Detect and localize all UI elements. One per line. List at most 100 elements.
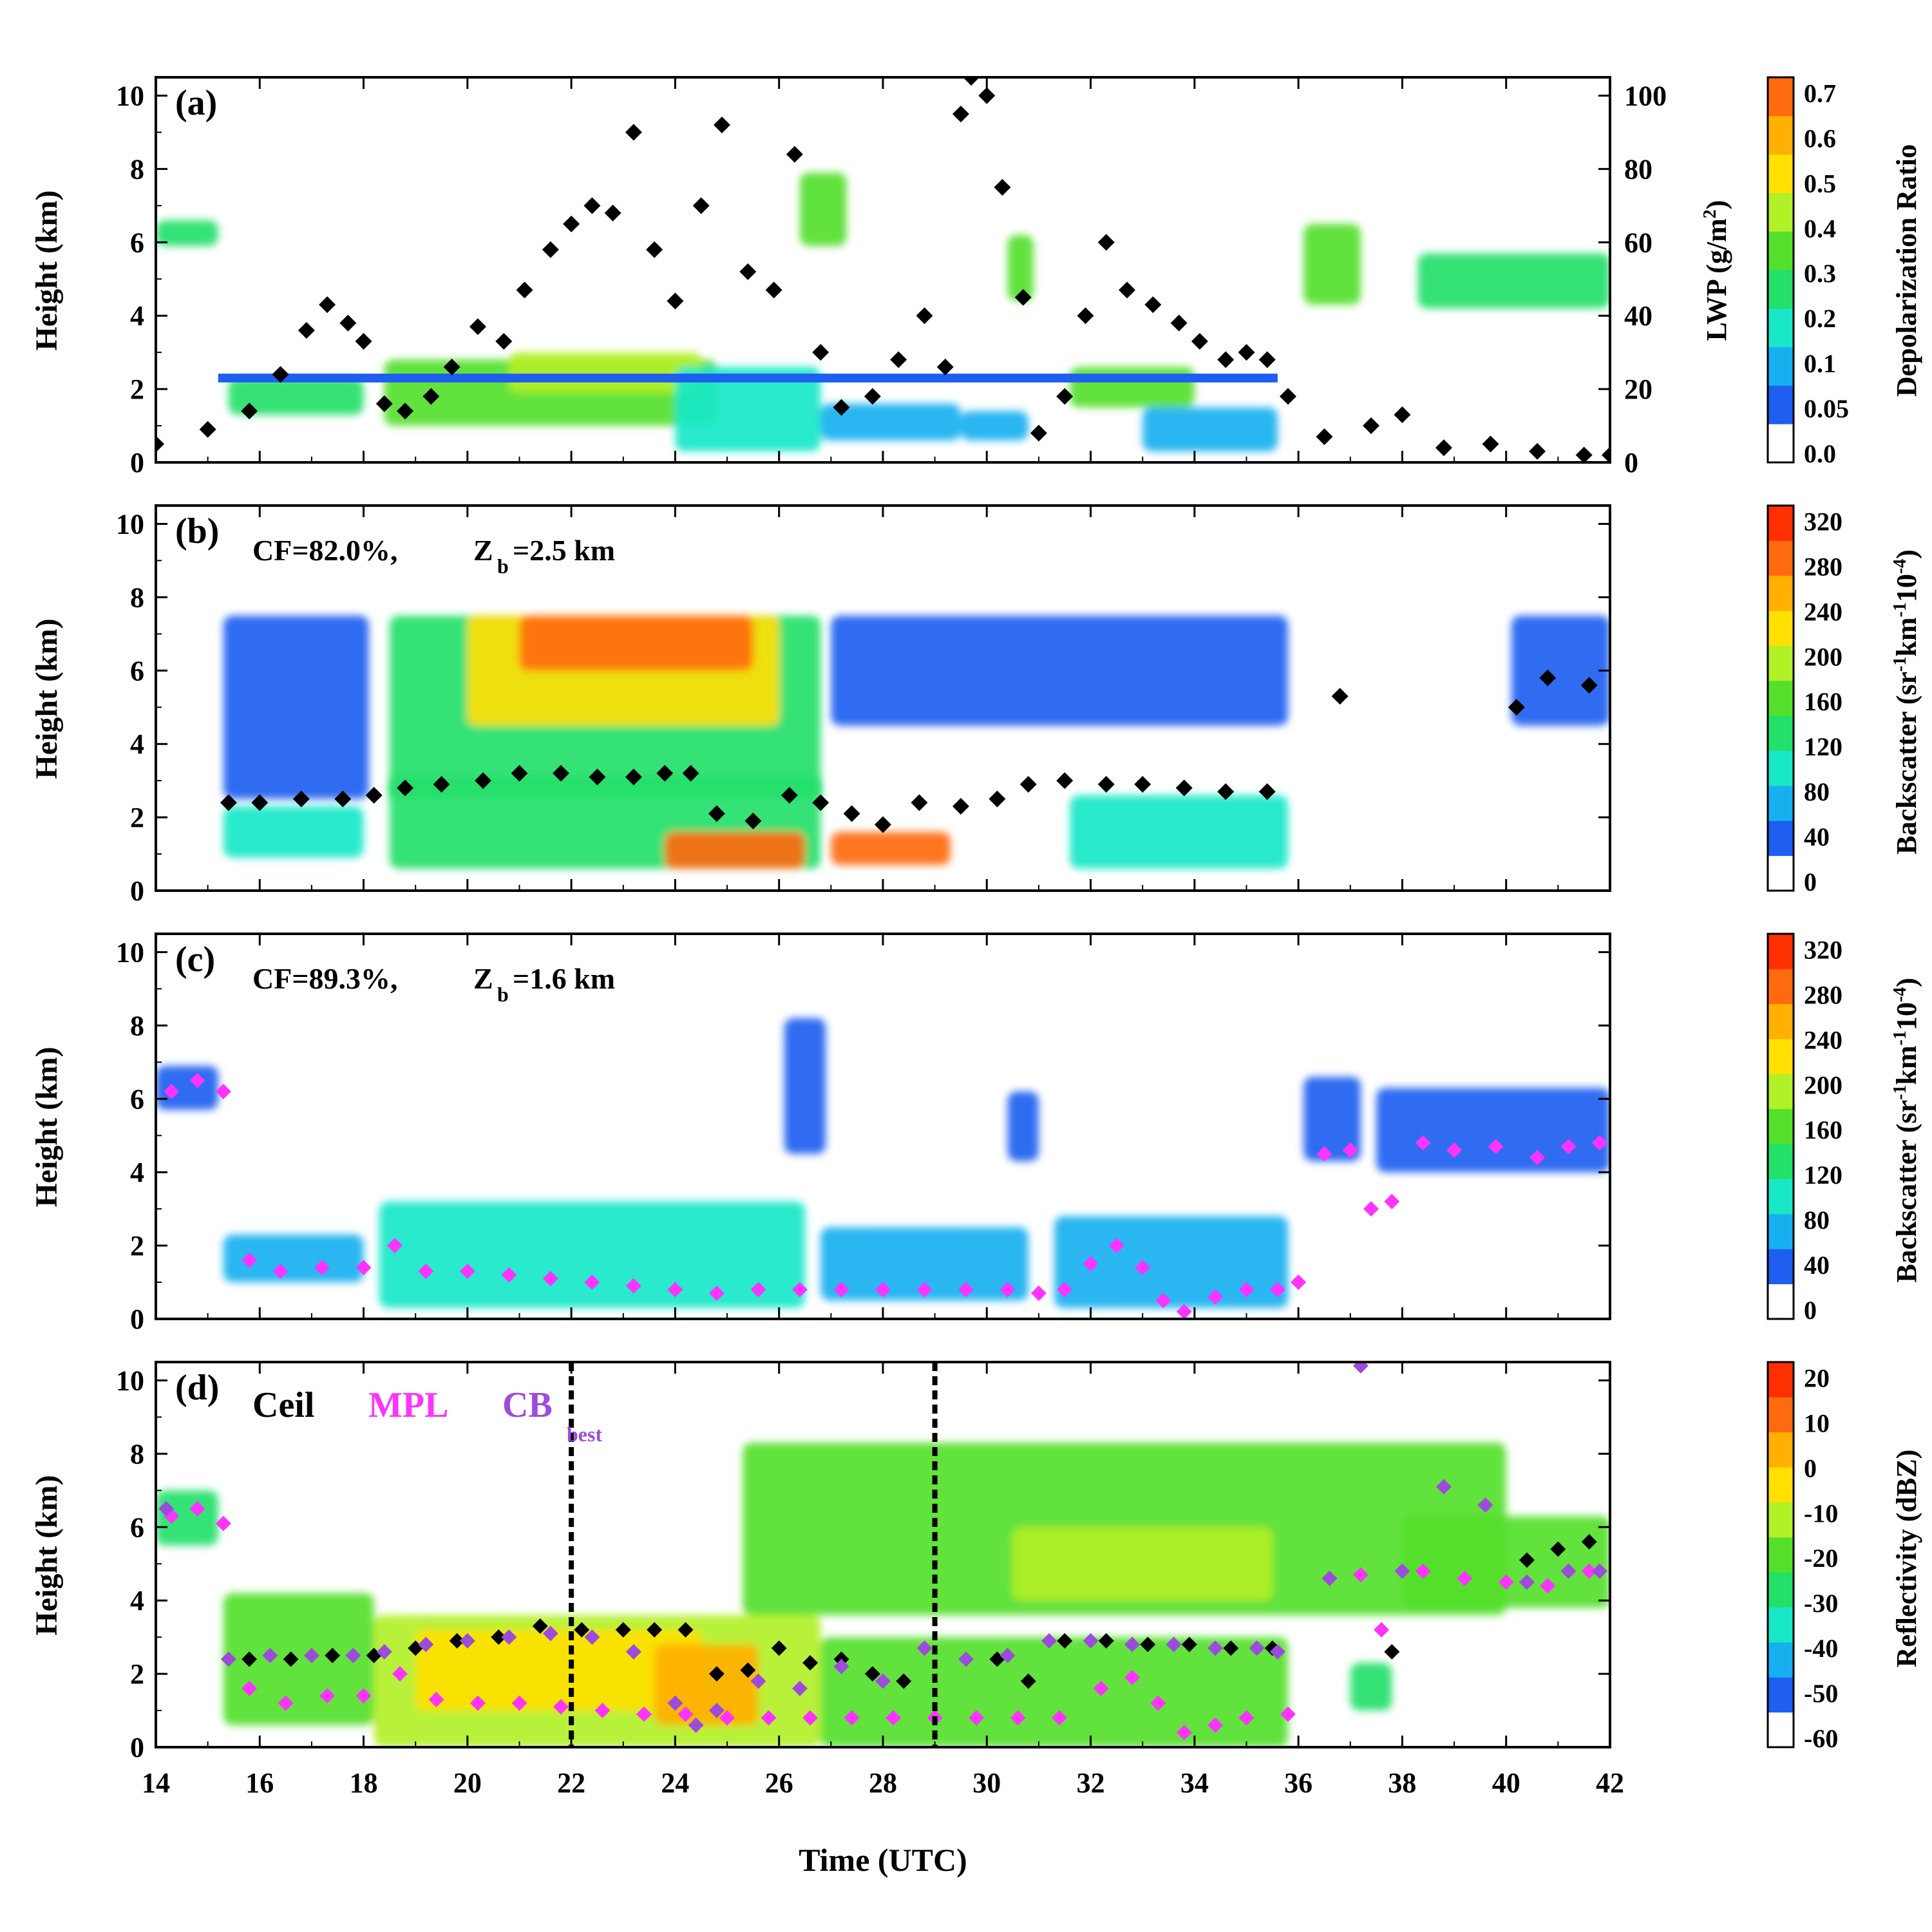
cb-point bbox=[1269, 1643, 1285, 1660]
colorbar-b-swatch-9 bbox=[1768, 540, 1794, 576]
mpl-point bbox=[1415, 1135, 1431, 1151]
mpl-point bbox=[1238, 1282, 1255, 1298]
cb-point bbox=[220, 1651, 236, 1667]
cb-point bbox=[999, 1647, 1016, 1663]
mpl-point bbox=[636, 1706, 652, 1722]
panel-a-cloud-region-3 bbox=[509, 352, 701, 393]
mpl-point bbox=[1591, 1135, 1607, 1151]
mpl-point bbox=[1415, 1563, 1431, 1579]
panel-b-ytick-label-2: 4 bbox=[130, 728, 144, 760]
cb-point bbox=[303, 1647, 319, 1663]
ceil-point bbox=[812, 794, 829, 811]
mpl-point bbox=[667, 1282, 683, 1298]
mpl-point bbox=[1446, 1142, 1463, 1159]
ceil-point bbox=[864, 1666, 880, 1682]
mpl-point bbox=[511, 1695, 527, 1711]
panel-c-cloud-region-1 bbox=[223, 1235, 364, 1283]
ceil-point bbox=[449, 1633, 465, 1649]
panel-c-cloud-region-2 bbox=[379, 1201, 806, 1308]
cb-point bbox=[958, 1651, 974, 1667]
panel-a-letter: (a) bbox=[175, 83, 217, 123]
lwp-point bbox=[1030, 424, 1047, 442]
panel-a-ytick-label-1: 2 bbox=[130, 374, 144, 405]
panel-d-cloud-region-0 bbox=[156, 1490, 218, 1546]
cb-point bbox=[459, 1633, 475, 1649]
colorbar-b-tick-1: 40 bbox=[1804, 822, 1830, 851]
ceil-point bbox=[1020, 1673, 1036, 1689]
cb-point bbox=[584, 1629, 600, 1645]
colorbar-a-tick-6: 0.5 bbox=[1804, 169, 1836, 198]
colorbar-b-swatch-2 bbox=[1768, 785, 1794, 821]
lwp-point bbox=[375, 395, 393, 412]
mpl-point bbox=[677, 1706, 694, 1722]
panel-b-cf-label: CF=82.0%, bbox=[252, 534, 398, 567]
lwp-point bbox=[864, 388, 881, 405]
colorbar-d-tick-4: -20 bbox=[1804, 1544, 1838, 1573]
panel-b-aerosol-region-0 bbox=[223, 615, 369, 799]
colorbar-b-swatch-5 bbox=[1768, 680, 1794, 716]
panel-b-cloud-region-2 bbox=[665, 831, 806, 869]
mpl-point bbox=[189, 1072, 205, 1088]
legend-ceil-label: Ceil bbox=[252, 1385, 314, 1425]
lwp-point bbox=[1316, 428, 1333, 446]
colorbar-a-swatch-3 bbox=[1768, 308, 1794, 348]
cb-point bbox=[1560, 1563, 1577, 1579]
mpl-point bbox=[1208, 1717, 1224, 1733]
panel-b-cloud-field bbox=[223, 777, 1289, 869]
lwp-tick-label-3: 60 bbox=[1624, 227, 1653, 258]
panel-a-markers bbox=[156, 77, 1610, 462]
mpl-point bbox=[459, 1263, 475, 1279]
panel-a-ytick-label-5: 10 bbox=[116, 80, 144, 111]
colorbar-b-swatch-3 bbox=[1768, 750, 1794, 786]
lwp-point bbox=[692, 197, 710, 214]
mpl-point bbox=[553, 1699, 569, 1715]
mpl-point bbox=[215, 1083, 231, 1099]
ceil-point bbox=[1097, 775, 1115, 793]
mpl-point bbox=[1124, 1669, 1141, 1685]
lwp-point bbox=[1238, 344, 1255, 361]
lwp-point bbox=[563, 215, 580, 232]
panel-b: 0 2 4 6 8 10 0 40 80 120 160 200 240 280 320 bbox=[116, 504, 1842, 907]
colorbar-d-label: Reflectivity (dBZ) bbox=[1891, 1450, 1922, 1667]
panel-a-ytick-label-2: 4 bbox=[130, 300, 144, 332]
panel-c-z-value: =1.6 km bbox=[513, 962, 615, 995]
colorbar-a-swatch-1 bbox=[1768, 385, 1794, 424]
lwp-point bbox=[714, 117, 731, 134]
ceil-point bbox=[325, 1647, 341, 1663]
mpl-point bbox=[469, 1695, 486, 1711]
panel-b-z-label: Z bbox=[473, 534, 493, 567]
colorbar-a-swatch-4 bbox=[1768, 270, 1794, 309]
cb-point bbox=[262, 1647, 278, 1663]
colorbar-b-swatch-0 bbox=[1768, 855, 1794, 891]
panel-c-cloud-region-5 bbox=[784, 1018, 826, 1154]
ceil-point bbox=[896, 1673, 912, 1689]
lwp-point bbox=[604, 204, 621, 222]
x-tick-label-3: 20 bbox=[453, 1767, 482, 1799]
mpl-point bbox=[189, 1501, 205, 1517]
ceil-point bbox=[365, 786, 383, 804]
panel-c-markers bbox=[164, 1072, 1607, 1319]
ceil-point bbox=[682, 764, 699, 782]
mpl-point bbox=[875, 1282, 891, 1298]
mpl-point bbox=[272, 1263, 289, 1279]
lwp-point bbox=[1258, 351, 1276, 368]
lwp-point bbox=[765, 281, 782, 299]
ceil-point bbox=[708, 1666, 724, 1682]
colorbar-c-label: Backscatter (sr-1km-110-4) bbox=[1890, 978, 1922, 1283]
cb-point bbox=[625, 1643, 641, 1660]
panel-d-cloud-region-4 bbox=[654, 1644, 759, 1725]
lwp-point bbox=[1482, 435, 1499, 453]
panel-c-cloud-region-6 bbox=[1007, 1091, 1039, 1162]
mpl-point bbox=[1581, 1563, 1597, 1579]
colorbar-d-frame bbox=[1766, 1361, 1795, 1748]
ceil-point bbox=[475, 772, 492, 790]
colorbar-b-swatch-1 bbox=[1768, 820, 1794, 857]
lwp-point bbox=[1394, 406, 1411, 423]
mpl-point bbox=[242, 1680, 258, 1696]
lwp-point bbox=[833, 399, 850, 416]
mpl-point bbox=[1135, 1260, 1151, 1276]
x-tick-label-10: 34 bbox=[1180, 1767, 1209, 1799]
lwp-point bbox=[1077, 307, 1094, 325]
cb-point bbox=[1166, 1636, 1182, 1653]
panel-c-ytick-label-3: 6 bbox=[130, 1083, 144, 1115]
